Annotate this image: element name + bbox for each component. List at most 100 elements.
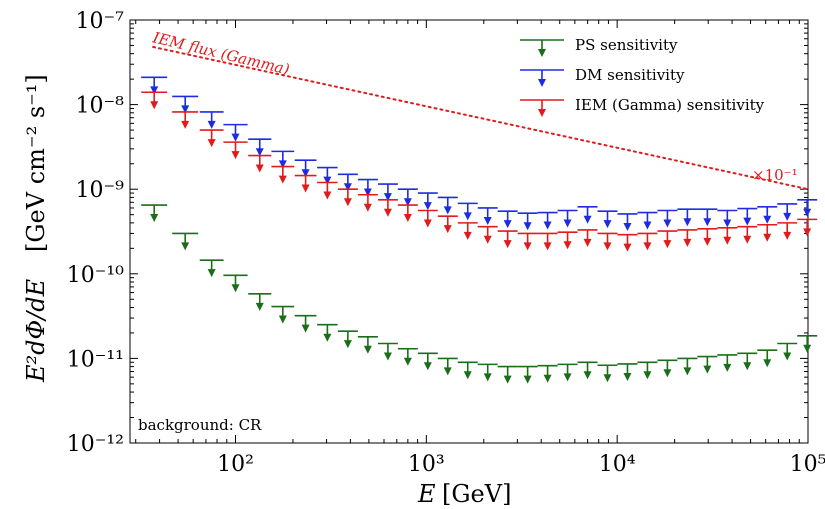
- data-point: [617, 213, 638, 231]
- reference-lines: [152, 45, 809, 191]
- plot-frame: [129, 19, 809, 444]
- data-point: [597, 364, 618, 383]
- data-point: [377, 198, 398, 217]
- data-point: [517, 365, 538, 384]
- data-point: [497, 365, 518, 384]
- data-point: [517, 232, 538, 251]
- data-point: [757, 205, 778, 224]
- data-point: [477, 225, 498, 244]
- legend-label: DM sensitivity: [575, 66, 685, 84]
- data-point: [357, 178, 378, 197]
- data-point: [617, 363, 638, 381]
- data-point: [377, 342, 398, 361]
- data-point: [737, 225, 758, 244]
- data-point: [577, 361, 598, 380]
- data-point: [294, 314, 317, 333]
- data-point: [537, 364, 558, 383]
- data-point: [637, 211, 658, 230]
- data-point: [317, 166, 338, 185]
- data-point: [657, 209, 678, 228]
- data-point: [697, 355, 718, 374]
- data-point: [417, 209, 438, 228]
- data-point: [797, 198, 818, 217]
- data-point: [397, 204, 418, 223]
- data-point: [223, 123, 248, 142]
- data-point: [357, 336, 378, 354]
- data-point: [317, 323, 338, 342]
- svg-text:E²dΦ/dE: E²dΦ/dE: [22, 278, 50, 383]
- legend-marker: [520, 39, 564, 57]
- legend-label: PS sensitivity: [575, 36, 678, 54]
- data-point: [697, 208, 718, 227]
- x-tick-label: 10⁵: [790, 452, 825, 477]
- data-point: [777, 342, 798, 361]
- y-axis-label: E²dΦ/dE [GeV cm⁻² s⁻¹]: [22, 74, 50, 383]
- data-point: [717, 226, 738, 245]
- iem-flux-line: [152, 45, 809, 191]
- data-point: [657, 230, 678, 249]
- data-point: [141, 204, 168, 223]
- y-tick-label: 10⁻⁷: [76, 9, 125, 34]
- data-point: [537, 232, 558, 251]
- data-point: [577, 229, 598, 247]
- data-point: [597, 232, 618, 251]
- y-tick-label: 10⁻¹¹: [67, 347, 124, 372]
- x-tick-label: 10⁴: [599, 452, 636, 477]
- data-point: [757, 223, 778, 242]
- data-point: [397, 347, 418, 366]
- data-point: [517, 212, 538, 231]
- data-point: [417, 352, 438, 371]
- x-tick-label: 10³: [408, 452, 445, 477]
- data-point: [497, 230, 518, 249]
- data-point: [271, 165, 295, 184]
- data-point: [677, 208, 698, 227]
- data-point: [199, 111, 224, 129]
- data-point: [777, 222, 798, 240]
- svg-text:E: E: [417, 480, 436, 508]
- data-point: [577, 205, 598, 224]
- data-point: [271, 150, 295, 169]
- data-point: [737, 207, 758, 226]
- axis-ticks: 10² 10³ 10⁴ 10⁵ 10⁻¹² 10⁻¹¹ 10⁻¹⁰ 10⁻⁹ 10⁻⁸ 10⁻⁷: [67, 9, 825, 477]
- data-point: [637, 232, 658, 251]
- data-point: [141, 91, 168, 110]
- scale-factor-label: ×10⁻¹: [752, 166, 798, 184]
- data-point: [337, 188, 358, 207]
- data-point: [417, 192, 438, 211]
- data-point: [737, 352, 758, 371]
- data-point: [141, 76, 168, 95]
- data-point: [477, 207, 498, 225]
- series-2: [141, 91, 818, 252]
- data-point: [172, 232, 199, 251]
- data-point: [457, 222, 478, 240]
- x-axis-label: E [GeV]: [417, 480, 511, 508]
- data-point: [677, 229, 698, 247]
- legend-marker: [520, 99, 564, 117]
- legend-label: IEM (Gamma) sensitivity: [575, 96, 765, 114]
- data-point: [223, 141, 248, 160]
- data-point: [557, 231, 578, 250]
- data-point: [248, 154, 272, 173]
- data-point: [271, 305, 295, 324]
- data-point: [199, 129, 224, 148]
- x-tick-label: 10²: [217, 452, 254, 477]
- y-tick-label: 10⁻¹⁰: [67, 263, 124, 288]
- data-point: [223, 274, 248, 293]
- series-1: [141, 76, 818, 231]
- y-tick-label: 10⁻⁹: [76, 178, 125, 203]
- data-point: [294, 174, 317, 193]
- data-point: [248, 293, 272, 311]
- data-point: [717, 354, 738, 372]
- data-point: [248, 138, 272, 157]
- background-label: background: CR: [138, 416, 262, 434]
- data-point: [477, 363, 498, 382]
- data-point: [397, 188, 418, 207]
- series-0: [141, 204, 818, 384]
- data-point: [797, 218, 818, 237]
- y-tick-label: 10⁻¹²: [67, 432, 124, 457]
- svg-text:[GeV cm⁻² s⁻¹]: [GeV cm⁻² s⁻¹]: [22, 74, 50, 252]
- iem-flux-label: IEM flux (Gamma): [150, 28, 291, 78]
- data-point: [437, 196, 458, 215]
- data-point: [637, 361, 658, 380]
